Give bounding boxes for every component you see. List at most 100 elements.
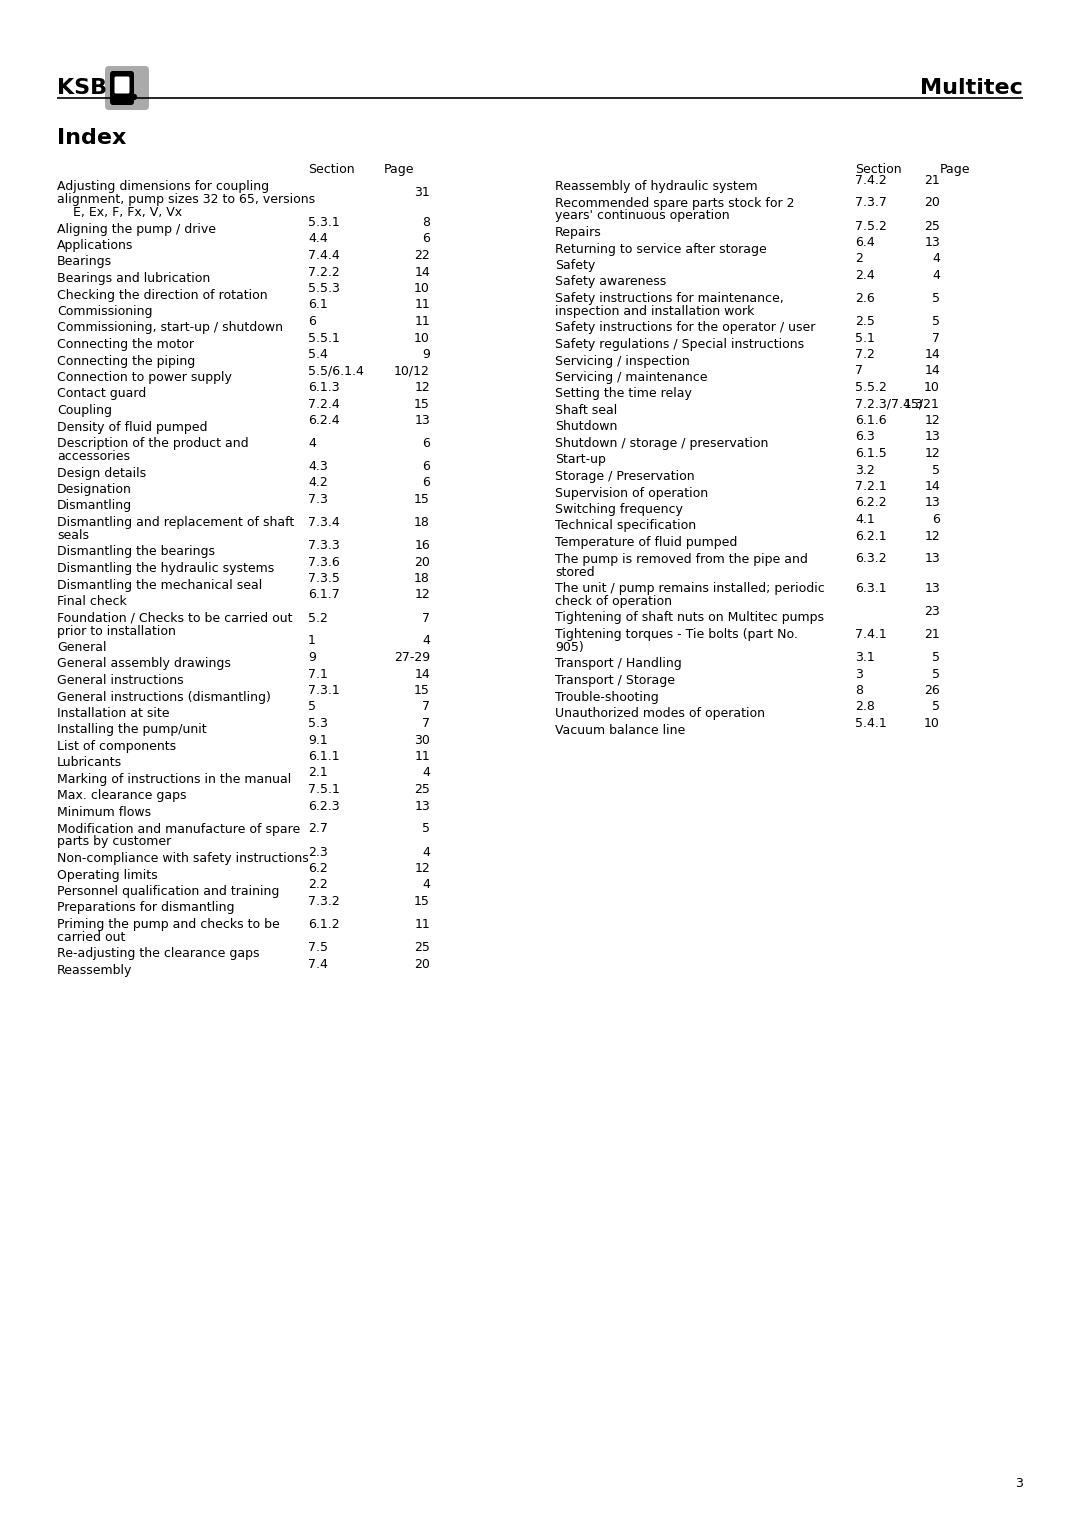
Text: 2.4: 2.4: [855, 269, 875, 283]
Text: 5: 5: [422, 822, 430, 836]
Text: 6.2: 6.2: [308, 862, 327, 876]
Text: 7.3.3: 7.3.3: [308, 539, 340, 552]
Text: 6.3: 6.3: [855, 431, 875, 443]
Text: Switching frequency: Switching frequency: [555, 503, 683, 516]
Text: 6.1.2: 6.1.2: [308, 918, 339, 931]
Text: Tightening of shaft nuts on Multitec pumps: Tightening of shaft nuts on Multitec pum…: [555, 611, 824, 625]
Text: 6.3.2: 6.3.2: [855, 553, 887, 565]
Text: 7.4.2: 7.4.2: [855, 174, 887, 186]
Text: 4: 4: [422, 767, 430, 779]
Text: 7.3.2: 7.3.2: [308, 895, 340, 908]
Text: 20: 20: [414, 556, 430, 568]
Text: 14: 14: [415, 668, 430, 680]
Text: 7.2.4: 7.2.4: [308, 397, 340, 411]
Text: 7.2.3/7.4.3: 7.2.3/7.4.3: [855, 397, 922, 411]
Text: 7.2.2: 7.2.2: [308, 266, 340, 278]
Text: 26: 26: [924, 685, 940, 697]
Text: alignment, pump sizes 32 to 65, versions: alignment, pump sizes 32 to 65, versions: [57, 193, 315, 206]
Text: Storage / Preservation: Storage / Preservation: [555, 471, 694, 483]
Text: 5: 5: [932, 315, 940, 329]
Text: prior to installation: prior to installation: [57, 625, 176, 637]
Text: 2: 2: [855, 252, 863, 266]
Text: 8: 8: [855, 685, 863, 697]
Text: Contact guard: Contact guard: [57, 388, 146, 400]
Text: KSB: KSB: [57, 78, 107, 98]
Text: Installation at site: Installation at site: [57, 707, 170, 720]
Text: Bearings: Bearings: [57, 255, 112, 269]
Text: 10: 10: [414, 332, 430, 344]
Text: Reassembly of hydraulic system: Reassembly of hydraulic system: [555, 180, 758, 193]
Text: 13: 13: [924, 582, 940, 594]
Text: 6.1.7: 6.1.7: [308, 588, 340, 602]
Text: 7.3.4: 7.3.4: [308, 516, 340, 529]
Text: 14: 14: [924, 348, 940, 361]
Text: Safety: Safety: [555, 260, 595, 272]
Text: 5.3.1: 5.3.1: [308, 215, 340, 229]
Text: 7: 7: [422, 611, 430, 625]
Text: 13: 13: [924, 553, 940, 565]
Text: 7.3: 7.3: [308, 494, 328, 506]
Text: 11: 11: [415, 918, 430, 931]
Text: 11: 11: [415, 298, 430, 312]
Text: General: General: [57, 642, 107, 654]
Text: 3.1: 3.1: [855, 651, 875, 665]
Text: Setting the time relay: Setting the time relay: [555, 388, 692, 400]
Text: Servicing / inspection: Servicing / inspection: [555, 354, 690, 368]
Text: Page: Page: [384, 163, 415, 176]
Text: inspection and installation work: inspection and installation work: [555, 306, 754, 318]
Text: Temperature of fluid pumped: Temperature of fluid pumped: [555, 536, 738, 549]
Text: Final check: Final check: [57, 594, 126, 608]
Text: 13: 13: [924, 235, 940, 249]
Text: 9: 9: [308, 651, 315, 665]
Text: Marking of instructions in the manual: Marking of instructions in the manual: [57, 773, 292, 785]
Text: 4.2: 4.2: [308, 477, 327, 489]
Text: 905): 905): [555, 642, 584, 654]
Text: 13: 13: [924, 431, 940, 443]
Text: Safety instructions for maintenance,: Safety instructions for maintenance,: [555, 292, 784, 306]
Text: 4.3: 4.3: [308, 460, 327, 474]
Text: Safety regulations / Special instructions: Safety regulations / Special instruction…: [555, 338, 805, 351]
Text: Shutdown / storage / preservation: Shutdown / storage / preservation: [555, 437, 768, 451]
Text: Shutdown: Shutdown: [555, 420, 618, 434]
Text: 5.4: 5.4: [308, 348, 328, 361]
Text: Modification and manufacture of spare: Modification and manufacture of spare: [57, 822, 300, 836]
Text: Connecting the piping: Connecting the piping: [57, 354, 195, 368]
Text: Coupling: Coupling: [57, 403, 112, 417]
Text: 6.1.3: 6.1.3: [308, 380, 339, 394]
Text: 16: 16: [415, 539, 430, 552]
Text: 4.1: 4.1: [855, 513, 875, 526]
Text: 13: 13: [415, 799, 430, 813]
Text: Tightening torques - Tie bolts (part No.: Tightening torques - Tie bolts (part No.: [555, 628, 798, 642]
Text: Recommended spare parts stock for 2: Recommended spare parts stock for 2: [555, 197, 795, 209]
Text: 23: 23: [924, 605, 940, 617]
Text: 2.3: 2.3: [308, 845, 327, 859]
Text: 1: 1: [308, 634, 315, 648]
Text: Returning to service after storage: Returning to service after storage: [555, 243, 767, 255]
Text: 12: 12: [924, 530, 940, 542]
Text: Shaft seal: Shaft seal: [555, 403, 618, 417]
Text: Safety awareness: Safety awareness: [555, 275, 666, 289]
Text: 6.1.6: 6.1.6: [855, 414, 887, 426]
FancyBboxPatch shape: [110, 70, 134, 105]
Text: 5: 5: [932, 668, 940, 680]
Text: 4: 4: [422, 879, 430, 891]
Text: Supervision of operation: Supervision of operation: [555, 486, 708, 500]
Text: stored: stored: [555, 565, 595, 579]
Text: 18: 18: [414, 571, 430, 585]
Text: 30: 30: [414, 733, 430, 747]
Text: Designation: Designation: [57, 483, 132, 497]
Text: carried out: carried out: [57, 931, 125, 944]
Text: 7: 7: [422, 700, 430, 714]
Text: 5: 5: [932, 651, 940, 665]
Text: 5: 5: [308, 700, 316, 714]
Circle shape: [132, 95, 136, 99]
Text: 12: 12: [924, 448, 940, 460]
Text: 6.4: 6.4: [855, 235, 875, 249]
Text: The pump is removed from the pipe and: The pump is removed from the pipe and: [555, 553, 808, 565]
Text: 31: 31: [415, 186, 430, 200]
Text: Connection to power supply: Connection to power supply: [57, 371, 232, 384]
Text: General instructions: General instructions: [57, 674, 184, 688]
Text: 11: 11: [415, 750, 430, 762]
Text: 4.4: 4.4: [308, 232, 327, 246]
Text: 14: 14: [924, 480, 940, 494]
